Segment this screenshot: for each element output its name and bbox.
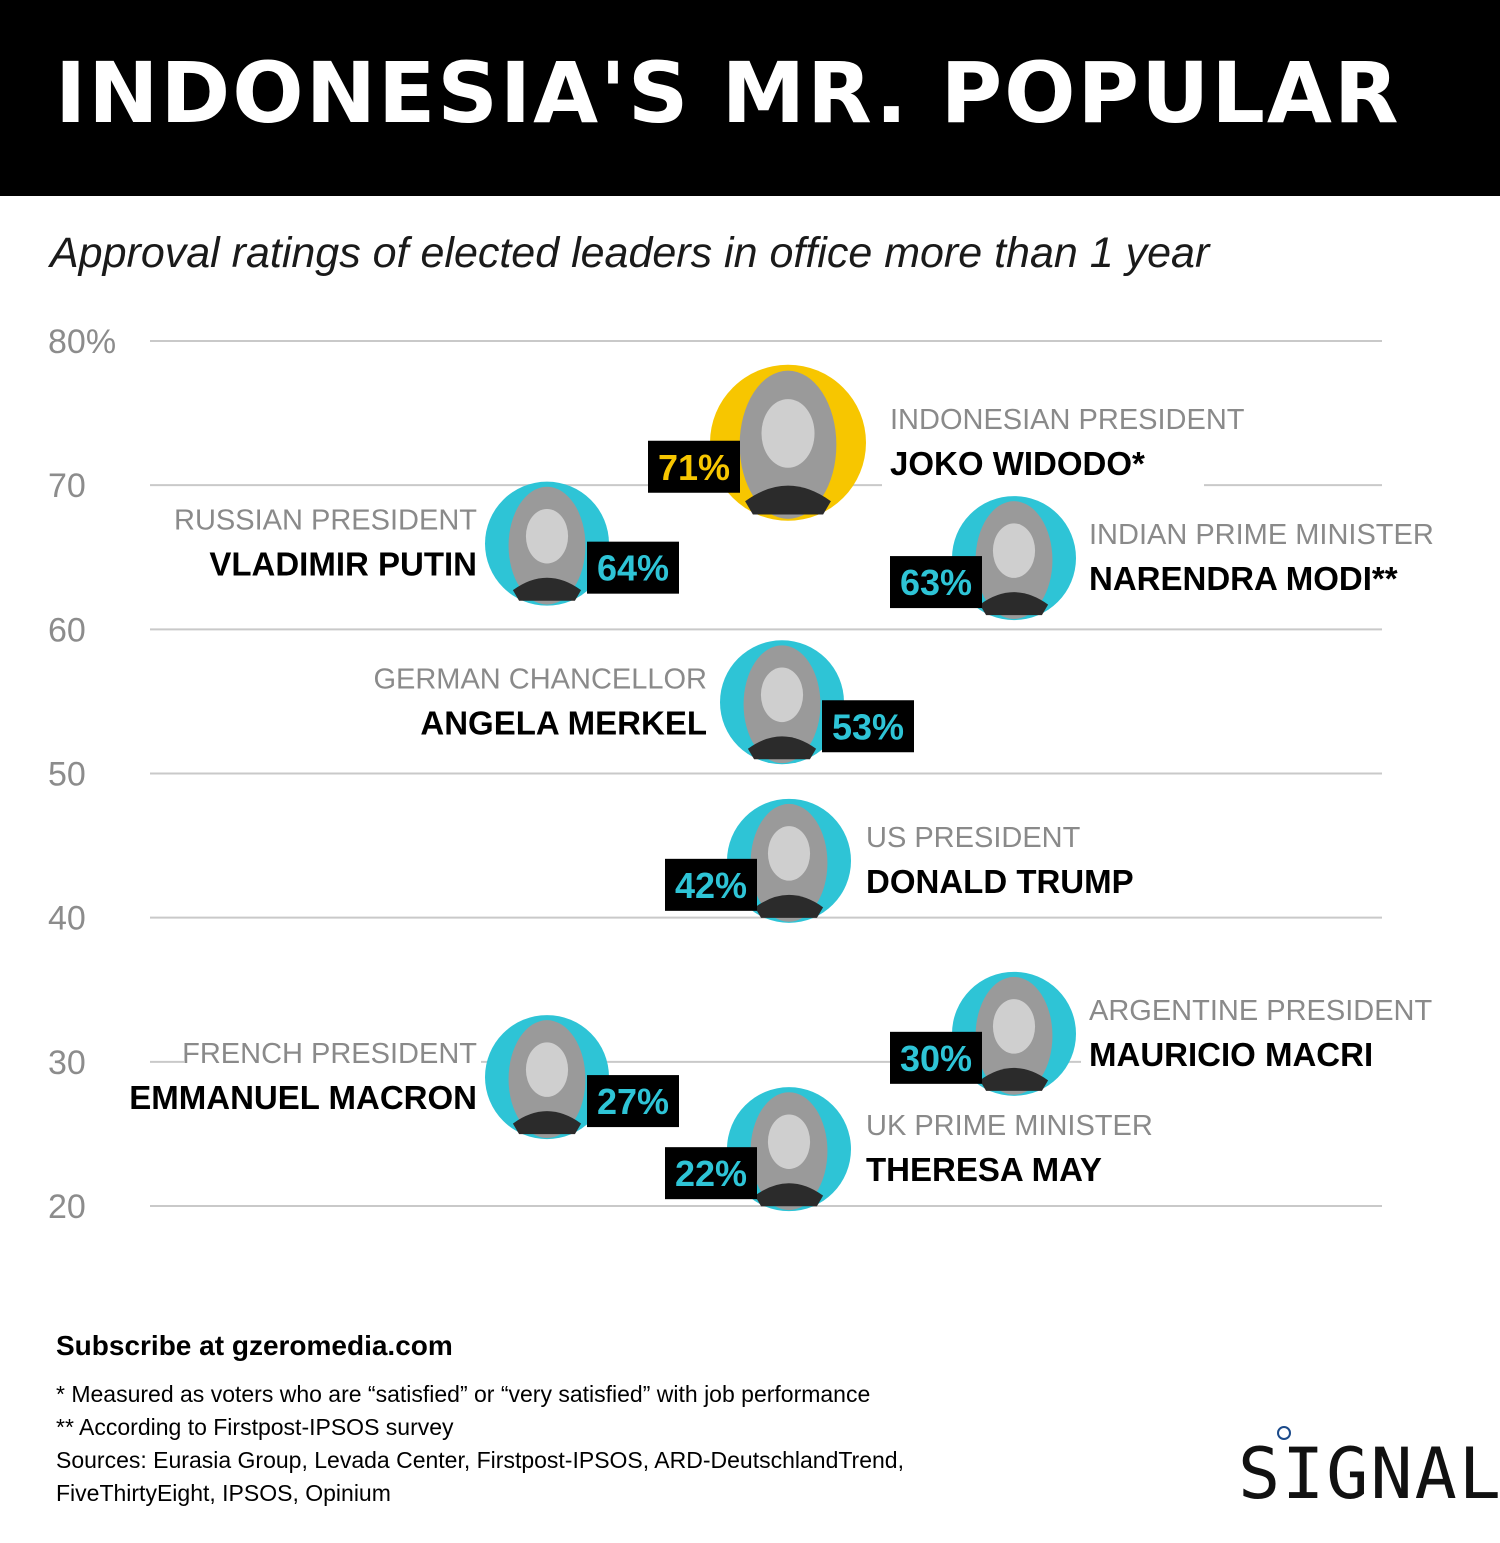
y-tick-label: 50 — [48, 756, 86, 794]
logo-dot-icon — [1277, 1426, 1291, 1440]
label-backing — [203, 497, 481, 598]
value-label: 53% — [832, 706, 904, 747]
value-badge — [587, 541, 679, 594]
leader-point: 30% ARGENTINE PRESIDENT MAURICIO MACRI — [890, 971, 1432, 1096]
leader-point: 27% FRENCH PRESIDENT EMMANUEL MACRON — [129, 1015, 679, 1140]
y-tick-label: 20 — [48, 1188, 86, 1226]
leader-role: US PRESIDENT — [866, 822, 1081, 854]
subscribe-text: Subscribe at gzeromedia.com — [56, 1330, 453, 1361]
footnote-4: FiveThirtyEight, IPSOS, Opinium — [56, 1480, 391, 1506]
value-label: 22% — [675, 1153, 747, 1194]
portrait-shoulders-icon — [979, 592, 1049, 616]
signal-logo: SIGNAL — [1238, 1426, 1500, 1512]
leader-point: 22% UK PRIME MINISTER THERESA MAY — [665, 1087, 1153, 1212]
label-backing — [858, 814, 1098, 915]
value-badge — [665, 1147, 757, 1200]
portrait-face-icon — [767, 826, 811, 881]
value-badge — [890, 1031, 982, 1084]
footnote-3: Sources: Eurasia Group, Levada Center, F… — [56, 1447, 904, 1473]
label-backing — [1081, 987, 1388, 1088]
portrait-face-icon — [525, 508, 569, 564]
portrait-shoulders-icon — [754, 1183, 824, 1207]
portrait-face-icon — [760, 667, 804, 723]
footnote-1: * Measured as voters who are “satisfied”… — [56, 1381, 871, 1407]
leader-point: 42% US PRESIDENT DONALD TRUMP — [665, 798, 1134, 923]
portrait-face-icon — [525, 1042, 569, 1097]
leader-role: INDONESIAN PRESIDENT — [890, 404, 1245, 436]
chart-subtitle: Approval ratings of elected leaders in o… — [50, 229, 1210, 277]
footnotes: * Measured as voters who are “satisfied”… — [56, 1378, 904, 1510]
portrait-face-icon — [992, 999, 1036, 1054]
value-badge — [648, 440, 740, 493]
approval-chart: 80% 70 60 50 40 30 20 71% INDONESIAN PRESIDENT JO… — [48, 323, 1434, 1226]
y-tick-label: 40 — [48, 900, 86, 938]
leader-name: ANGELA MERKEL — [420, 704, 707, 741]
value-label: 27% — [597, 1081, 669, 1122]
leader-point: 53% GERMAN CHANCELLOR ANGELA MERKEL — [373, 640, 914, 765]
value-label: 63% — [900, 562, 972, 603]
portrait-shoulders-icon — [754, 894, 824, 918]
leader-role: RUSSIAN PRESIDENT — [174, 505, 477, 537]
value-label: 71% — [658, 447, 730, 488]
footnote-2: ** According to Firstpost-IPSOS survey — [56, 1414, 454, 1440]
leader-point: 71% INDONESIAN PRESIDENT JOKO WIDODO* — [648, 364, 1245, 521]
label-backing — [435, 656, 711, 757]
leader-name: DONALD TRUMP — [866, 863, 1134, 900]
leader-name: EMMANUEL MACRON — [129, 1079, 477, 1116]
leader-name: MAURICIO MACRI — [1089, 1036, 1373, 1073]
leader-role: FRENCH PRESIDENT — [182, 1038, 477, 1070]
portrait-shoulders-icon — [512, 577, 582, 601]
value-badge — [587, 1075, 679, 1128]
label-backing — [858, 1103, 1134, 1204]
y-tick-label: 30 — [48, 1044, 86, 1082]
label-backing — [1081, 512, 1419, 613]
leader-name: NARENDRA MODI** — [1089, 560, 1398, 597]
value-badge — [890, 556, 982, 609]
page-title: INDONESIA'S MR. POPULAR — [55, 44, 1401, 142]
value-label: 30% — [900, 1038, 972, 1079]
leader-role: GERMAN CHANCELLOR — [373, 663, 707, 695]
value-label: 64% — [597, 548, 669, 589]
leader-name: VLADIMIR PUTIN — [209, 546, 477, 583]
y-tick-label: 70 — [48, 467, 86, 505]
portrait-face-icon — [761, 399, 815, 468]
value-badge — [822, 700, 914, 753]
logo-wordmark: SIGNAL — [1238, 1433, 1500, 1515]
leader-name: THERESA MAY — [866, 1151, 1102, 1188]
leader-role: ARGENTINE PRESIDENT — [1089, 995, 1432, 1027]
leader-role: UK PRIME MINISTER — [866, 1110, 1153, 1142]
label-backing — [882, 396, 1204, 497]
header-bar: INDONESIA'S MR. POPULAR — [0, 0, 1500, 196]
leader-point: 63% INDIAN PRIME MINISTER NARENDRA MODI** — [890, 496, 1434, 621]
portrait-shoulders-icon — [512, 1111, 582, 1135]
value-label: 42% — [675, 865, 747, 906]
portrait-shoulders-icon — [747, 736, 817, 760]
leader-role: INDIAN PRIME MINISTER — [1089, 519, 1434, 551]
portrait-face-icon — [767, 1114, 811, 1170]
y-tick-label: 60 — [48, 611, 86, 649]
leader-name: JOKO WIDODO* — [890, 445, 1145, 482]
portrait-face-icon — [992, 523, 1036, 578]
label-backing — [184, 1031, 481, 1132]
value-badge — [665, 858, 757, 911]
portrait-shoulders-icon — [745, 485, 831, 515]
y-tick-label: 80% — [48, 323, 116, 361]
portrait-shoulders-icon — [979, 1067, 1049, 1091]
leader-point: 64% RUSSIAN PRESIDENT VLADIMIR PUTIN — [174, 481, 679, 606]
